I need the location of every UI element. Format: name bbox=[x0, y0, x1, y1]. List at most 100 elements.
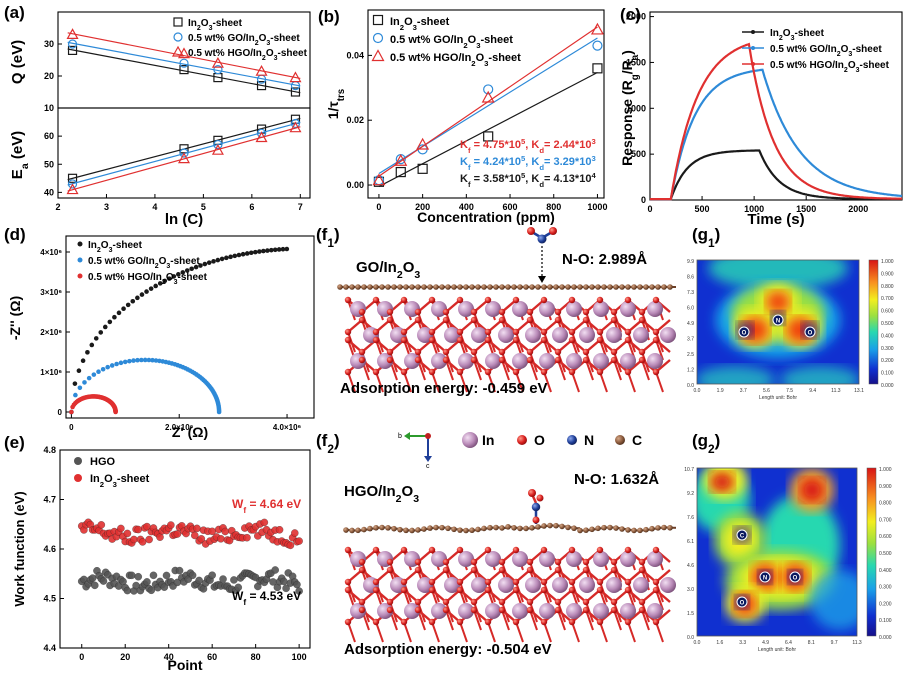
bond-length-label: N-O: 2.989Å bbox=[562, 251, 647, 268]
kinetics-annotation: Kf = 4.75*105, Kd= 2.44*103 bbox=[460, 137, 596, 155]
text-span: 1/ bbox=[325, 107, 341, 119]
y-axis-label: 1/τtrs bbox=[325, 88, 347, 119]
data-point bbox=[177, 152, 191, 164]
atom-site bbox=[804, 326, 816, 338]
text-span: a bbox=[19, 163, 31, 169]
text-span: 3 bbox=[591, 137, 595, 146]
data-point bbox=[123, 529, 132, 538]
data-point bbox=[290, 87, 301, 97]
x-tick-label: 2.0×10⁶ bbox=[165, 423, 194, 432]
colorbar-tick-label: 0.000 bbox=[881, 383, 894, 389]
y-tick-label: 0 bbox=[58, 408, 63, 417]
carbon-atom bbox=[355, 527, 361, 534]
x-tick-label: 800 bbox=[546, 202, 561, 212]
data-point bbox=[130, 298, 136, 304]
legend-marker bbox=[77, 273, 83, 279]
panel-label-c: (c) bbox=[620, 5, 641, 24]
bond bbox=[585, 359, 594, 381]
oxygen-atom bbox=[372, 336, 380, 344]
data-point bbox=[153, 358, 159, 363]
map-y-tick-label: 10.7 bbox=[684, 467, 694, 473]
data-point bbox=[191, 531, 199, 540]
text-span: -sheet bbox=[178, 272, 208, 283]
indium-atom bbox=[566, 353, 582, 369]
data-point bbox=[138, 538, 147, 546]
oxygen-atom bbox=[512, 618, 520, 626]
carbon-atom bbox=[421, 284, 427, 290]
data-point bbox=[144, 289, 149, 294]
text-span: 5 bbox=[521, 137, 526, 146]
element-legend-label: In bbox=[482, 432, 494, 448]
indium-atom bbox=[660, 577, 676, 593]
legend-entry: 0.5 wt% GO/In2O3-sheet bbox=[390, 34, 513, 50]
indium-atom bbox=[444, 327, 460, 343]
data-point bbox=[293, 580, 301, 589]
data-point bbox=[121, 306, 126, 312]
data-point bbox=[395, 166, 406, 178]
data-point bbox=[244, 251, 250, 256]
data-point bbox=[224, 255, 229, 261]
x-tick-label: 4 bbox=[152, 202, 157, 212]
carbon-atom bbox=[655, 525, 661, 531]
data-point bbox=[276, 247, 282, 252]
oxygen-atom bbox=[610, 598, 618, 606]
text-span: ) bbox=[715, 225, 721, 244]
data-point bbox=[139, 357, 144, 363]
element-legend-label: N bbox=[584, 432, 594, 448]
oxygen-atom bbox=[512, 586, 520, 594]
y-tick-label: 60 bbox=[44, 131, 54, 141]
data-point bbox=[67, 179, 78, 189]
panel-label-e: (e) bbox=[4, 433, 25, 452]
legend-marker bbox=[74, 474, 82, 482]
indium-atom bbox=[633, 577, 649, 593]
oxygen-atom bbox=[386, 598, 394, 606]
bond bbox=[613, 609, 622, 631]
map-x-tick-label: 9.7 bbox=[831, 640, 838, 646]
oxygen-atom bbox=[568, 336, 576, 344]
series-line bbox=[650, 149, 902, 201]
x-tick-label: 400 bbox=[459, 202, 474, 212]
carbon-atom bbox=[427, 525, 433, 531]
oxygen-atom bbox=[456, 546, 464, 554]
labels-layer: (a) (b) (c)(d)(e)(f1)(f2)(g1)(g2) bbox=[4, 3, 720, 456]
oxygen-atom bbox=[624, 586, 632, 594]
carbon-atom bbox=[535, 524, 541, 530]
indium-atom bbox=[620, 603, 636, 619]
x-axis-label: Z' (Ω) bbox=[172, 424, 208, 440]
data-point bbox=[150, 357, 155, 363]
carbon-atom bbox=[379, 284, 385, 290]
oxygen-atom bbox=[414, 606, 422, 614]
oxygen-atom bbox=[536, 494, 544, 502]
oxygen-atom bbox=[372, 546, 380, 554]
oxygen-atom bbox=[484, 586, 492, 594]
oxygen-atom bbox=[498, 558, 506, 566]
carbon-atom bbox=[451, 284, 457, 290]
oxygen-atom bbox=[638, 558, 646, 566]
indium-atom bbox=[633, 327, 649, 343]
map-y-tick-label: 4.9 bbox=[687, 321, 694, 327]
legend-entry: In2O3-sheet bbox=[770, 28, 825, 42]
text-span: K bbox=[460, 173, 468, 185]
carbon-atom bbox=[589, 284, 595, 290]
x-tick-label: 100 bbox=[292, 652, 307, 662]
data-point bbox=[149, 571, 158, 580]
oxygen-atom bbox=[568, 368, 576, 376]
colorbar-tick-label: 1.000 bbox=[881, 259, 894, 265]
oxygen-atom bbox=[470, 558, 478, 566]
y-axis-label: Ea (eV) bbox=[9, 131, 31, 179]
carbon-atom bbox=[367, 525, 373, 532]
text-span: d bbox=[539, 163, 544, 172]
axis-arrow bbox=[424, 456, 432, 462]
carbon-atom bbox=[433, 284, 439, 290]
structure-title: GO/In2O3 bbox=[356, 259, 420, 281]
oxygen-atom bbox=[652, 336, 660, 344]
text-span: In bbox=[90, 473, 100, 485]
adsorption-energy-label: Adsorption energy: -0.504 eV bbox=[344, 641, 552, 658]
carbon-atom bbox=[517, 284, 523, 290]
legend-entry: In2O3-sheet bbox=[90, 473, 150, 489]
text-span: 3 bbox=[174, 279, 178, 286]
bond bbox=[529, 359, 538, 381]
oxygen-atom bbox=[624, 618, 632, 626]
y-tick-label: 0 bbox=[641, 195, 646, 205]
carbon-atom bbox=[595, 525, 601, 532]
